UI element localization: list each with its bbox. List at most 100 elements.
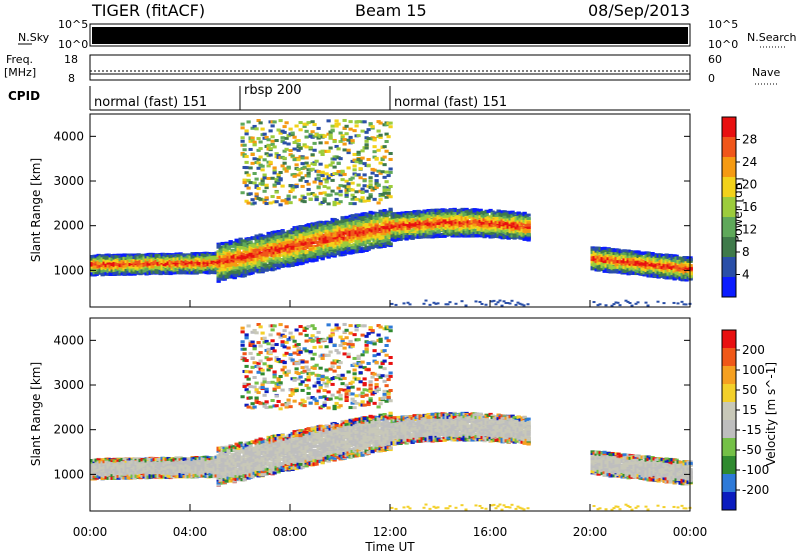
- power-cell: [246, 201, 251, 205]
- power-cell: [274, 200, 279, 204]
- power-cell: [340, 169, 345, 173]
- power-cell: [358, 176, 363, 180]
- power-cell: [306, 164, 311, 168]
- power-cell: [328, 136, 333, 140]
- power-cell: [224, 241, 229, 245]
- power-cell: [388, 195, 393, 199]
- power-cell: [236, 255, 241, 259]
- power-cell: [388, 125, 393, 129]
- power-cell: [352, 152, 357, 156]
- power-cell: [244, 129, 249, 133]
- power-cell: [306, 174, 311, 178]
- power-cell: [326, 149, 331, 153]
- power-cell: [316, 169, 321, 173]
- power-cell: [366, 128, 371, 132]
- power-cell: [350, 188, 355, 192]
- power-cell: [306, 121, 311, 125]
- power-cell: [252, 140, 257, 144]
- power-cell: [286, 194, 291, 198]
- power-cell: [360, 191, 365, 195]
- power-cell: [304, 129, 309, 133]
- power-cell: [338, 189, 343, 193]
- power-cell: [360, 149, 365, 153]
- power-cell: [370, 171, 375, 175]
- power-cell: [352, 164, 357, 168]
- power-cell: [372, 197, 377, 201]
- power-cell: [152, 257, 157, 261]
- power-cell: [262, 173, 267, 177]
- power-cell: [276, 239, 281, 243]
- power-cell: [288, 149, 293, 153]
- power-cell: [236, 249, 241, 253]
- power-cell: [254, 251, 259, 255]
- power-cell: [256, 157, 261, 161]
- power-cell: [330, 178, 335, 182]
- power-cell: [214, 256, 219, 260]
- power-cell: [364, 130, 369, 134]
- power-cell: [384, 139, 389, 143]
- power-cell: [332, 165, 337, 169]
- power-cell: [260, 127, 265, 131]
- power-cell: [382, 188, 387, 192]
- power-cell: [242, 178, 247, 182]
- power-cell: [234, 238, 239, 242]
- power-cell: [314, 240, 319, 244]
- power-cell: [278, 119, 283, 123]
- power-cell: [280, 199, 285, 203]
- power-cell: [344, 179, 349, 183]
- power-cell: [298, 146, 303, 150]
- power-cell: [224, 243, 229, 247]
- power-cell: [284, 169, 289, 173]
- power-cell: [322, 184, 327, 188]
- power-cell: [378, 121, 383, 125]
- power-cell: [222, 268, 227, 272]
- power-cell: [388, 151, 393, 155]
- power-cell: [278, 203, 283, 207]
- power-cell: [302, 200, 307, 204]
- power-cell: [360, 249, 365, 253]
- power-cell: [318, 252, 323, 256]
- power-cell: [252, 249, 257, 253]
- power-cell: [342, 148, 347, 152]
- power-cell: [256, 148, 261, 152]
- power-cell: [376, 183, 381, 187]
- power-cell: [240, 122, 245, 126]
- power-cell: [302, 165, 307, 169]
- power-cell: [262, 189, 267, 193]
- power-cell: [384, 149, 389, 153]
- power-cell: [382, 155, 387, 159]
- power-cell: [386, 191, 391, 195]
- power-cell: [276, 128, 281, 132]
- power-cell: [246, 120, 251, 124]
- power-cell: [384, 180, 389, 184]
- power-cell: [346, 148, 351, 152]
- power-cell: [356, 134, 361, 138]
- power-cell: [324, 172, 329, 176]
- power-cell: [268, 153, 273, 157]
- power-cell: [258, 197, 263, 201]
- power-cell: [334, 119, 339, 123]
- power-cell: [388, 170, 393, 174]
- power-cell: [330, 189, 335, 193]
- power-cell: [386, 174, 391, 178]
- power-cell: [250, 126, 255, 130]
- power-cell: [256, 257, 261, 261]
- power-cell: [258, 121, 263, 125]
- power-cell: [372, 168, 377, 172]
- power-cell: [330, 161, 335, 165]
- power-cell: [318, 191, 323, 195]
- power-cell: [254, 184, 259, 188]
- power-cell: [244, 160, 249, 164]
- power-cell: [368, 122, 373, 126]
- power-cell: [370, 125, 375, 129]
- power-cell: [306, 182, 311, 186]
- power-cell: [334, 192, 339, 196]
- power-cell: [248, 192, 253, 196]
- power-cell: [232, 265, 237, 269]
- power-cell: [302, 233, 307, 237]
- power-cell: [346, 166, 351, 170]
- power-cell: [368, 179, 373, 183]
- power-cell: [296, 158, 301, 162]
- power-cell: [350, 181, 355, 185]
- power-cell: [256, 248, 261, 252]
